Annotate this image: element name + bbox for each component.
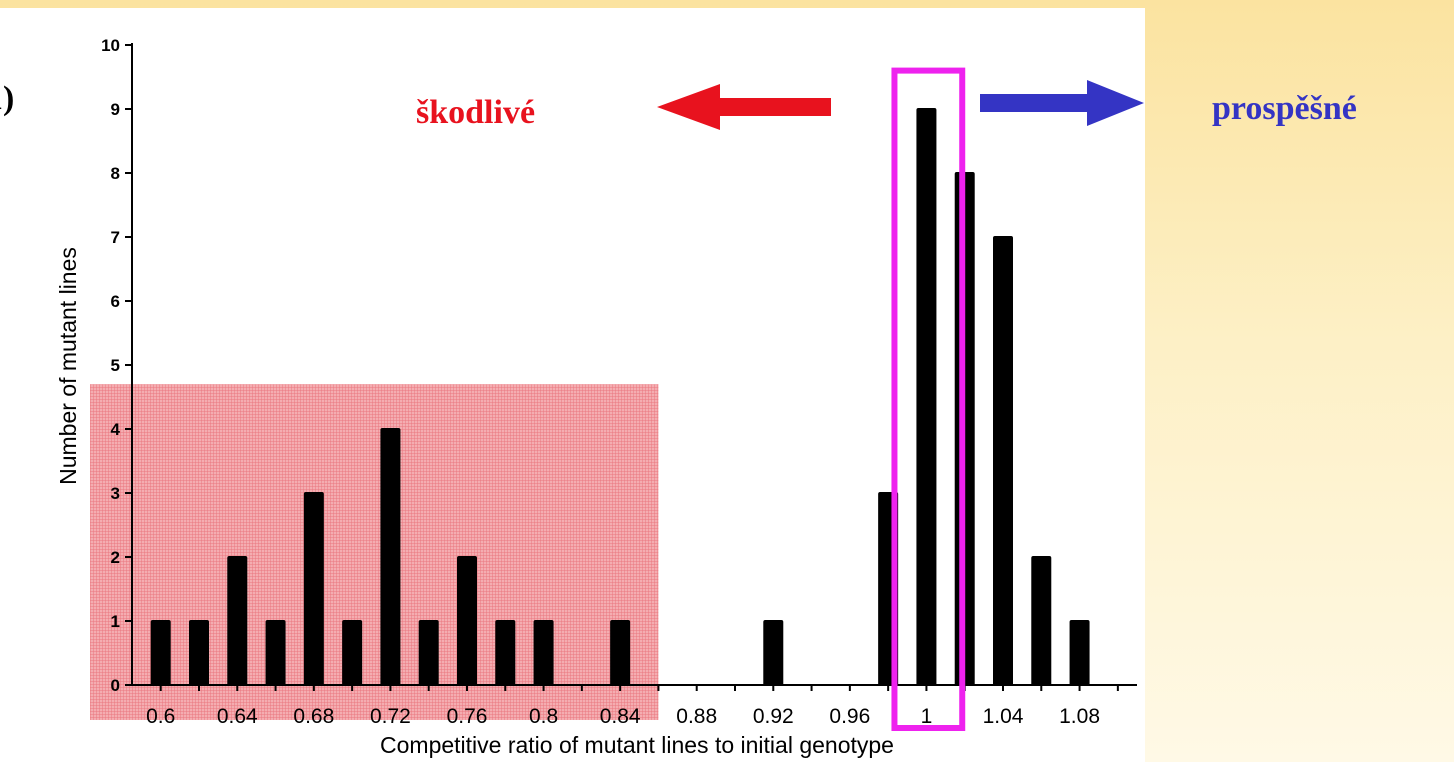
- histogram-bar: [418, 620, 439, 686]
- histogram-bar: [1069, 620, 1090, 686]
- y-tick-label: 0: [111, 676, 120, 695]
- histogram-bar: [457, 556, 477, 686]
- x-tick-label: 0.92: [753, 705, 794, 728]
- histogram-bar: [150, 620, 171, 686]
- y-tick-label: 3: [111, 484, 120, 503]
- histogram-bar: [227, 556, 248, 686]
- harmful-label: škodlivé: [416, 94, 536, 131]
- highlight-box: [891, 67, 966, 732]
- histogram-bar: [303, 492, 324, 686]
- histogram-bar: [533, 620, 554, 686]
- x-tick-label: 0.68: [293, 705, 334, 728]
- harmful-arrow: [657, 84, 831, 130]
- y-tick-label: 1: [111, 612, 120, 631]
- histogram-bar: [342, 620, 363, 686]
- x-tick-label: 1.04: [983, 705, 1024, 728]
- histogram-bar: [610, 620, 631, 686]
- histogram-bar: [916, 108, 937, 686]
- x-tick-label: 0.96: [829, 705, 870, 728]
- y-axis-label: Number of mutant lines: [55, 247, 81, 485]
- beneficial-arrow: [980, 80, 1144, 126]
- histogram-bar: [495, 620, 516, 686]
- x-tick-label: 0.76: [447, 705, 488, 728]
- x-tick-label: 0.64: [217, 705, 258, 728]
- x-tick-label: 0.6: [146, 705, 175, 728]
- beneficial-label: prospěšné: [1212, 90, 1357, 127]
- y-tick-label: 6: [111, 292, 120, 311]
- histogram-bar: [189, 620, 209, 686]
- histogram-bar: [993, 236, 1013, 686]
- y-tick-label: 5: [111, 356, 120, 375]
- y-tick-label: 10: [101, 36, 120, 55]
- y-tick-label: 4: [111, 420, 121, 439]
- x-tick-label: 0.84: [600, 705, 641, 728]
- x-axis-label: Competitive ratio of mutant lines to ini…: [380, 732, 894, 758]
- y-tick-label: 7: [111, 228, 120, 247]
- y-tick-label: 2: [111, 548, 120, 567]
- histogram-bar: [1031, 556, 1052, 686]
- harmful-zone: [90, 384, 659, 720]
- histogram-bar: [763, 620, 784, 686]
- x-tick-label: 1: [921, 705, 933, 728]
- y-tick-label: 8: [111, 164, 120, 183]
- x-tick-label: 1.08: [1059, 705, 1100, 728]
- histogram-bar: [380, 428, 401, 686]
- x-tick-label: 0.88: [676, 705, 717, 728]
- histogram-bar: [265, 620, 286, 686]
- x-tick-label: 0.72: [370, 705, 411, 728]
- panel-label: 1): [0, 80, 15, 117]
- x-tick-label: 0.8: [529, 705, 558, 728]
- y-tick-label: 9: [111, 100, 120, 119]
